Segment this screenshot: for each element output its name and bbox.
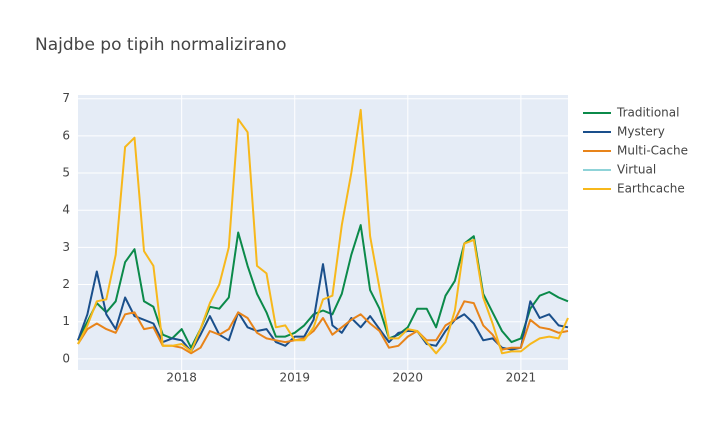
y-tick-label: 7 <box>62 91 70 105</box>
legend-label: Mystery <box>617 125 665 139</box>
x-tick-label: 2018 <box>166 371 197 385</box>
x-tick-label: 2020 <box>393 371 424 385</box>
series-line <box>77 300 569 355</box>
x-tick-label: 2021 <box>506 371 537 385</box>
y-tick-label: 2 <box>62 277 70 291</box>
series-line <box>77 263 569 353</box>
series-line <box>77 108 569 355</box>
legend-label: Traditional <box>616 106 679 120</box>
y-tick-label: 3 <box>62 240 70 254</box>
legend-label: Multi-Cache <box>617 144 688 158</box>
y-tick-label: 0 <box>62 351 70 365</box>
chart-title: Najdbe po tipih normalizirano <box>35 35 287 55</box>
legend-label: Virtual <box>617 163 656 177</box>
y-tick-label: 4 <box>62 203 70 217</box>
y-tick-label: 1 <box>62 314 70 328</box>
y-tick-label: 6 <box>62 128 70 142</box>
x-tick-label: 2019 <box>279 371 310 385</box>
y-tick-label: 5 <box>62 166 70 180</box>
legend-label: Earthcache <box>617 182 685 196</box>
